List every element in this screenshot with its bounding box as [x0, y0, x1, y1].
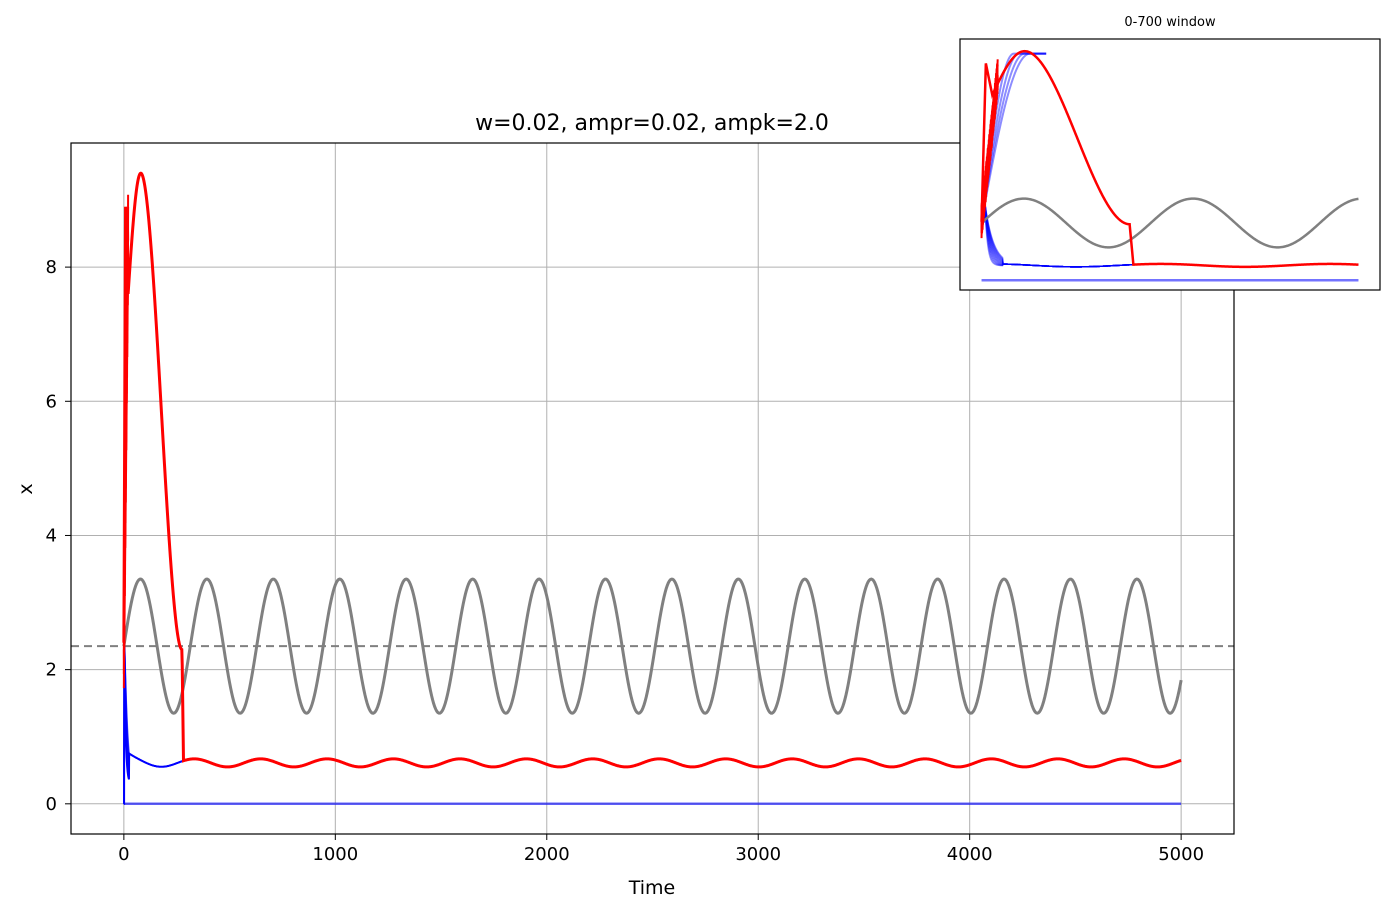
y-tick-label: 4: [46, 525, 57, 546]
x-tick-label: 0: [118, 844, 129, 865]
inset-red-series: [980, 49, 1359, 269]
x-tick-label: 4000: [947, 844, 993, 865]
x-tick-label: 1000: [312, 844, 358, 865]
main-series: [71, 171, 1234, 806]
inset-title: 0-700 window: [1124, 15, 1216, 30]
inset-gray-sinusoid-series: [980, 197, 1359, 249]
inset-series: [980, 49, 1359, 282]
main-axes-frame: [70, 142, 1235, 835]
gray-sinusoid-series: [122, 577, 1183, 715]
x-axis-label: Time: [628, 877, 676, 899]
red-series: [122, 171, 1182, 769]
x-tick-label: 2000: [524, 844, 570, 865]
inset-blue-rising-trajectory: [980, 52, 1047, 222]
inset-red-early-trajectory: [980, 63, 999, 230]
y-axis-label: x: [15, 483, 37, 494]
inset-blue-rising-trajectory: [980, 52, 1047, 222]
y-tick-label: 2: [46, 660, 57, 681]
main-yticks: 0 2 4 6 8: [46, 257, 71, 815]
blue-series: [123, 629, 188, 805]
y-tick-label: 0: [46, 794, 57, 815]
main-xticks: 0 1000 2000 3000 4000 5000: [118, 834, 1204, 865]
x-tick-label: 5000: [1158, 844, 1204, 865]
y-tick-label: 6: [46, 391, 57, 412]
chart-title: w=0.02, ampr=0.02, ampk=2.0: [475, 111, 829, 136]
inset-background: [960, 39, 1380, 290]
x-tick-label: 3000: [735, 844, 781, 865]
y-tick-label: 8: [46, 257, 57, 278]
inset-axes-frame: [959, 38, 1381, 291]
